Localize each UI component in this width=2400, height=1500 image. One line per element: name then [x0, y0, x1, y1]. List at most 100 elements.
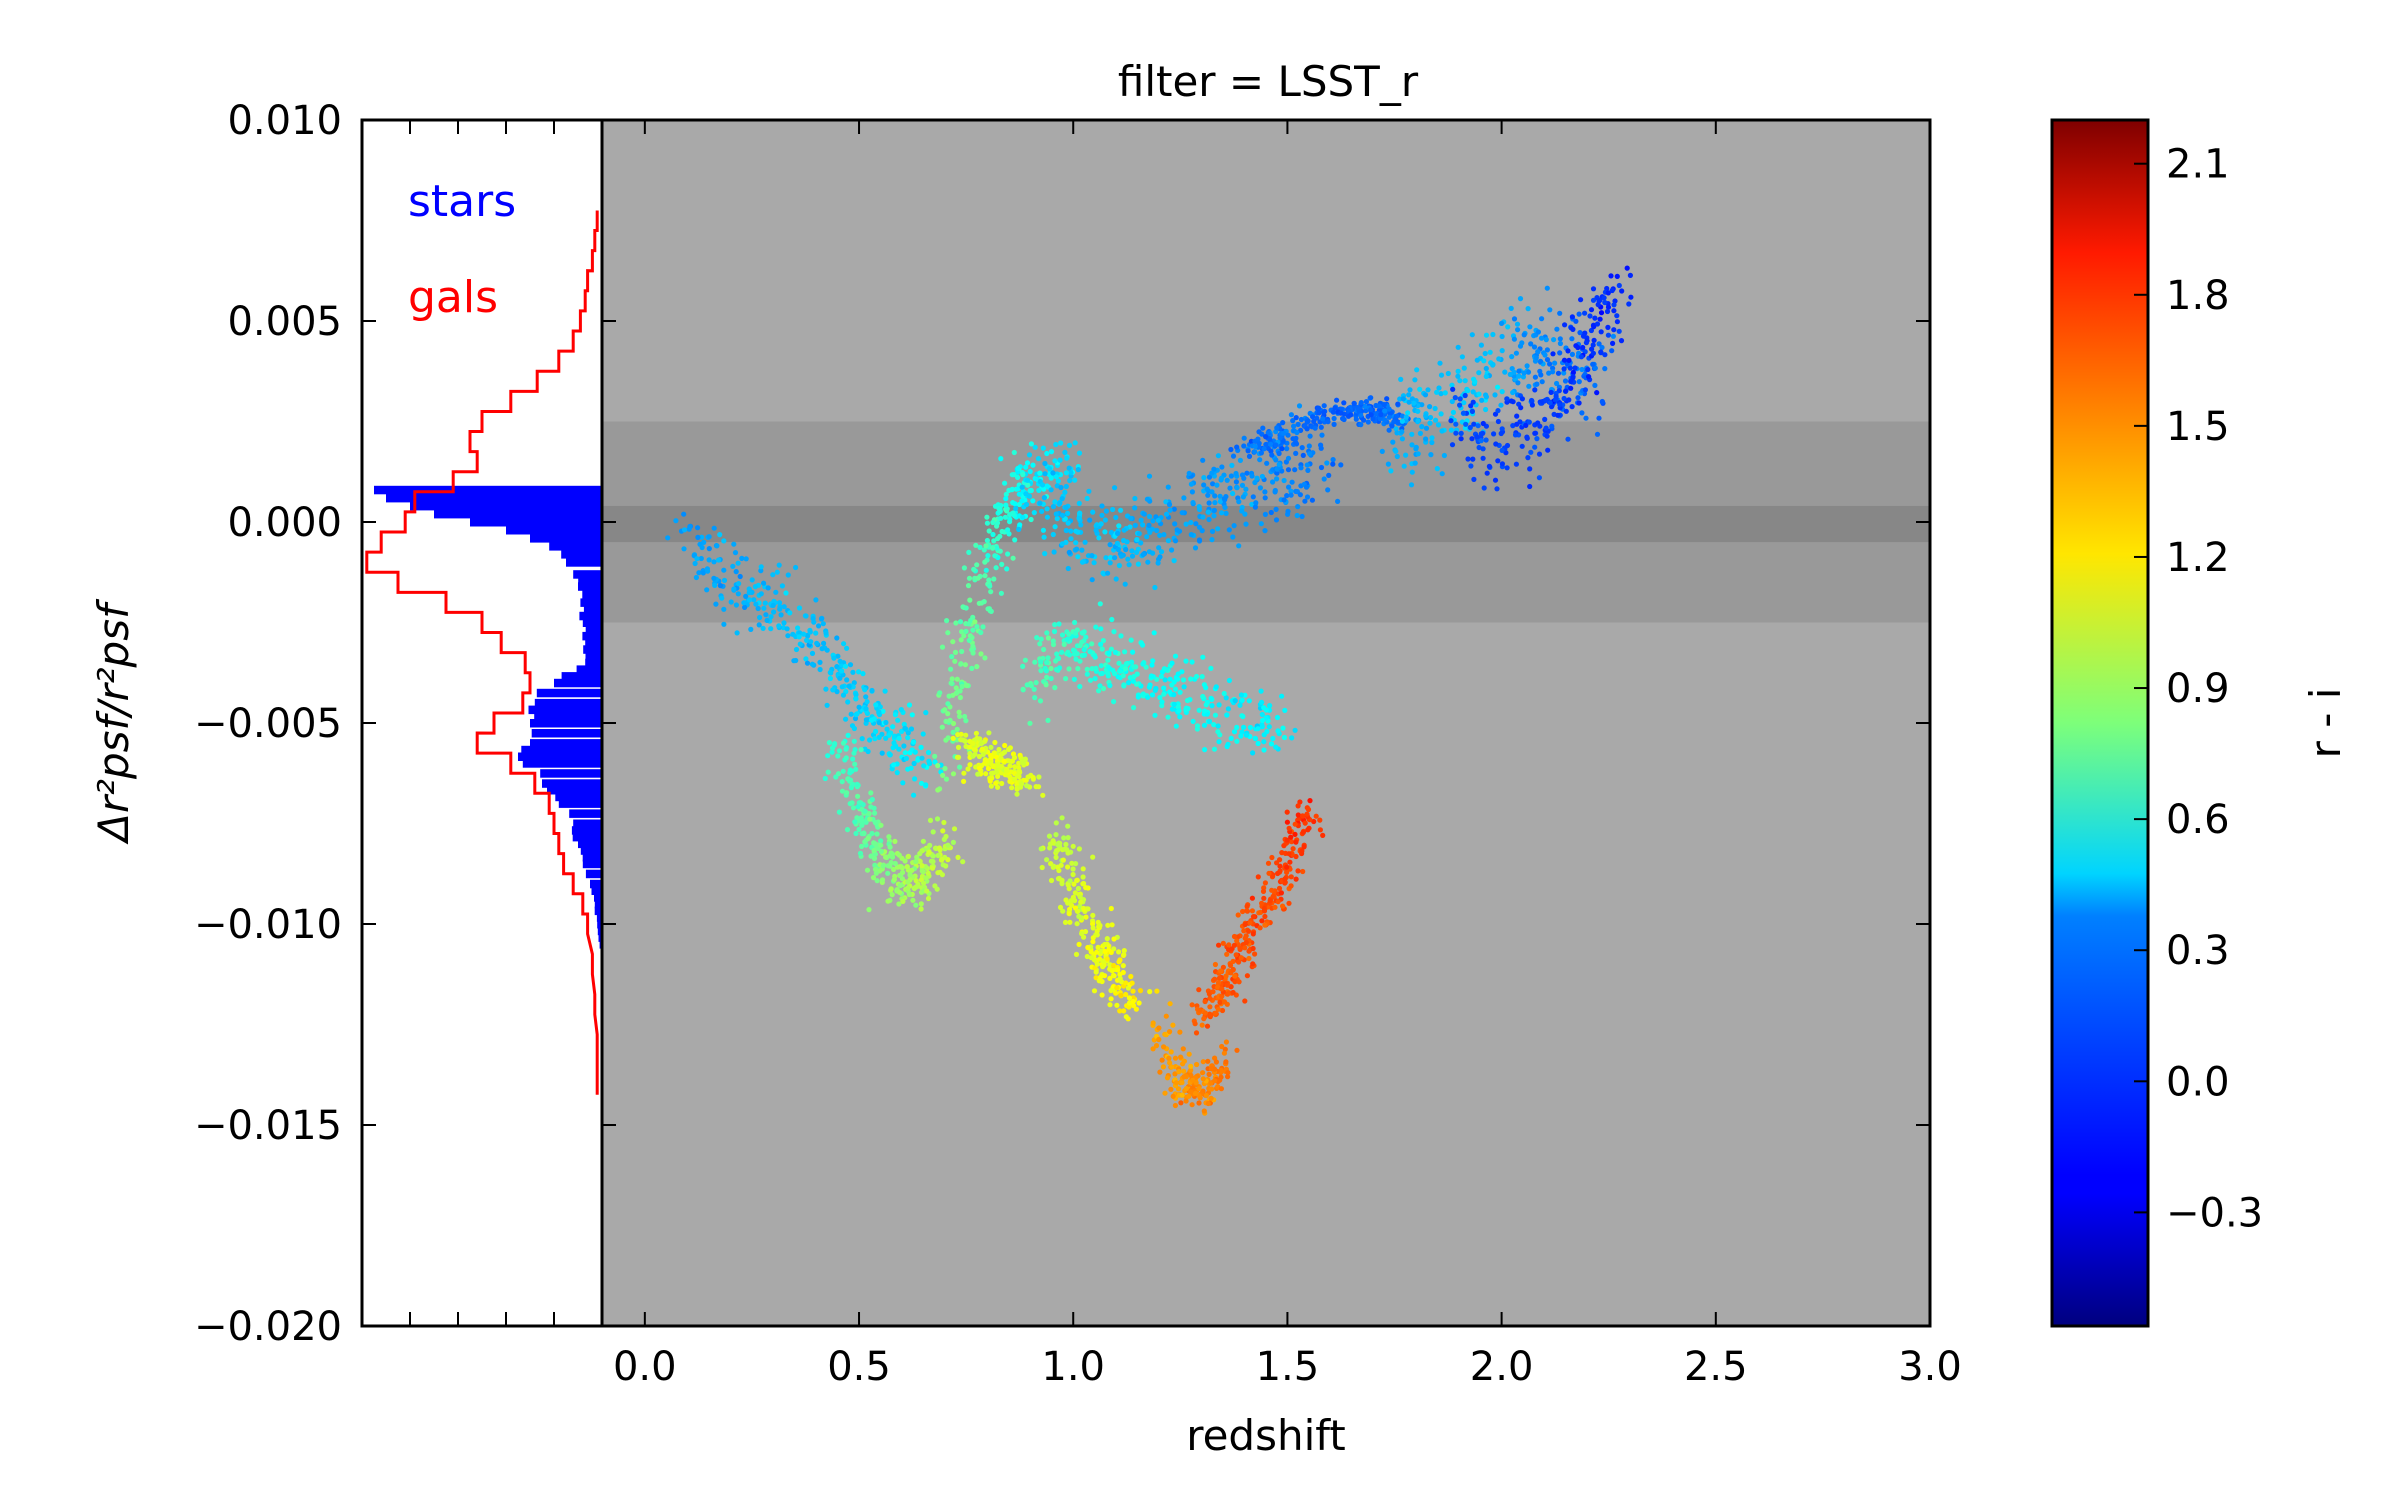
scatter-point [758, 564, 764, 570]
scatter-point [1167, 676, 1173, 682]
scatter-point [972, 751, 978, 757]
scatter-point [1135, 561, 1141, 567]
scatter-point [864, 699, 870, 705]
scatter-point [1045, 655, 1051, 661]
histogram-panel: stars gals [360, 118, 604, 1328]
scatter-point [706, 534, 712, 540]
scatter-point [1052, 622, 1058, 628]
scatter-point [1455, 344, 1461, 350]
scatter-point [1465, 388, 1471, 394]
scatter-point [1126, 995, 1132, 1001]
scatter-point [1303, 484, 1310, 490]
scatter-point [1055, 478, 1061, 484]
scatter-point [1284, 819, 1290, 825]
scatter-point [945, 842, 951, 848]
scatter-point [1338, 410, 1344, 416]
scatter-point [785, 572, 791, 578]
scatter-point [943, 833, 949, 840]
scatter-point [854, 815, 860, 821]
scatter-point [909, 712, 915, 718]
scatter-point [1259, 900, 1265, 906]
scatter-point [1399, 418, 1405, 424]
scatter-point [1089, 641, 1095, 647]
scatter-point [1003, 491, 1009, 497]
scatter-point [821, 640, 827, 647]
scatter-point [1155, 560, 1161, 566]
stars-histogram-bar [571, 826, 602, 835]
scatter-point [1188, 676, 1194, 682]
scatter-point [721, 577, 728, 584]
scatter-point [1193, 1030, 1200, 1036]
scatter-point [1266, 724, 1272, 730]
scatter-point [962, 662, 969, 668]
scatter-point [1184, 697, 1191, 704]
scatter-point [1476, 370, 1482, 376]
scatter-point [1166, 1055, 1172, 1061]
scatter-point [1149, 662, 1155, 668]
scatter-point [1220, 964, 1226, 970]
scatter-point [1128, 515, 1134, 522]
scatter-point [1076, 500, 1082, 506]
stars-histogram-bar [566, 558, 602, 567]
scatter-point [1499, 320, 1505, 326]
scatter-point [1316, 405, 1322, 411]
scatter-point [1434, 466, 1440, 472]
scatter-point [1215, 526, 1221, 532]
scatter-point [954, 689, 960, 696]
scatter-point [1108, 949, 1114, 956]
scatter-point [918, 744, 924, 751]
scatter-point [885, 870, 891, 876]
scatter-point [1265, 430, 1271, 436]
scatter-point [1217, 493, 1223, 499]
scatter-point [1619, 288, 1625, 294]
scatter-point [1533, 355, 1539, 361]
scatter-point [1238, 733, 1244, 739]
scatter-point [865, 835, 871, 842]
scatter-point [1084, 495, 1090, 502]
scatter-point [1225, 1074, 1231, 1080]
scatter-point [1468, 403, 1474, 409]
scatter-point [1024, 783, 1030, 789]
scatter-point [1179, 669, 1185, 675]
scatter-point [1194, 1061, 1200, 1068]
scatter-point [1490, 361, 1496, 368]
scatter-point [1066, 631, 1072, 637]
scatter-point [1569, 314, 1575, 320]
scatter-point [1504, 396, 1510, 402]
scatter-point [1050, 838, 1056, 844]
scatter-point [1309, 497, 1315, 503]
scatter-point [1070, 843, 1076, 849]
scatter-point [879, 877, 886, 883]
scatter-point [939, 872, 946, 878]
scatter-point [1140, 551, 1146, 558]
scatter-point [1020, 663, 1026, 670]
scatter-point [1270, 479, 1276, 485]
scatter-point [1076, 515, 1082, 522]
scatter-point [853, 712, 859, 718]
scatter-point [1093, 523, 1099, 529]
scatter-point [991, 576, 997, 582]
scatter-point [892, 860, 898, 867]
scatter-point [981, 547, 987, 553]
scatter-point [1088, 955, 1094, 961]
scatter-point [853, 692, 859, 698]
scatter-point [1293, 450, 1299, 456]
scatter-point [1133, 1006, 1139, 1012]
scatter-point [973, 730, 980, 736]
scatter-point [1610, 340, 1616, 346]
scatter-point [978, 741, 984, 747]
scatter-point [841, 641, 847, 647]
scatter-point [1320, 832, 1326, 839]
scatter-point [1105, 570, 1111, 576]
scatter-point [1469, 436, 1475, 442]
scatter-point [1143, 664, 1149, 670]
scatter-point [1292, 467, 1298, 473]
scatter-point [1099, 512, 1105, 518]
scatter-point [1578, 297, 1584, 303]
scatter-point [1102, 949, 1108, 955]
scatter-point [1335, 498, 1341, 504]
scatter-point [1268, 741, 1275, 747]
scatter-point [1120, 969, 1126, 976]
scatter-point [949, 676, 955, 682]
